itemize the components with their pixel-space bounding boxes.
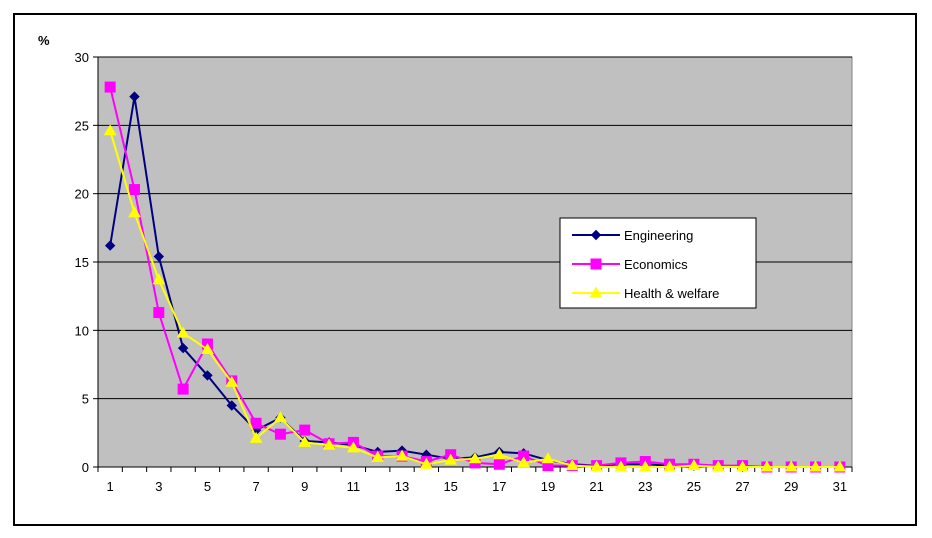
data-point-triangle <box>833 460 847 472</box>
data-point-square <box>104 81 116 93</box>
data-point-diamond <box>104 240 116 251</box>
x-tick-label: 9 <box>301 479 308 494</box>
data-point-triangle <box>736 460 749 472</box>
y-tick-label: 10 <box>75 323 89 338</box>
x-tick-labels: 1 3 5 7 9 11 13 15 17 19 21 23 25 27 29 31 <box>107 479 848 494</box>
y-tick-label: 30 <box>75 50 89 65</box>
x-tick-label: 17 <box>492 479 506 494</box>
data-point-triangle <box>589 286 603 298</box>
data-point-diamond <box>177 342 189 354</box>
x-tick-label: 13 <box>395 479 409 494</box>
x-tick-label: 21 <box>589 479 603 494</box>
data-point-square <box>274 428 286 440</box>
data-point-triangle <box>347 441 360 453</box>
data-point-triangle <box>128 206 141 218</box>
data-point-square <box>493 458 505 470</box>
series-layer <box>103 81 847 473</box>
data-point-diamond <box>153 251 165 262</box>
data-point-triangle <box>590 460 603 472</box>
data-point-triangle <box>322 438 336 450</box>
data-point-triangle <box>419 457 433 469</box>
y-tick-label: 15 <box>75 255 89 270</box>
legend-label: Engineering <box>624 228 693 243</box>
data-point-triangle <box>760 460 774 472</box>
legend-label: Health & welfare <box>624 286 719 301</box>
data-point-square <box>250 417 262 429</box>
y-axis-unit: % <box>38 33 50 48</box>
y-tick-labels: 0 5 10 15 20 25 30 <box>75 50 89 475</box>
data-point-triangle <box>711 460 725 472</box>
legend-label: Economics <box>624 257 688 272</box>
y-tick-label: 25 <box>75 118 89 133</box>
data-point-triangle <box>395 449 409 461</box>
x-tick-label: 7 <box>252 479 259 494</box>
data-point-triangle <box>103 124 117 136</box>
data-point-square <box>590 258 602 270</box>
y-tick-label: 0 <box>82 460 89 475</box>
x-tick-label: 29 <box>784 479 798 494</box>
gridlines <box>93 56 852 468</box>
data-point-triangle <box>809 460 822 472</box>
data-point-triangle <box>784 460 798 472</box>
data-point-diamond <box>226 400 237 411</box>
data-point-diamond <box>590 229 602 241</box>
legend: Engineering Economics Health & welfare <box>559 217 757 309</box>
data-point-triangle <box>152 273 166 285</box>
data-point-diamond <box>202 370 213 381</box>
x-tick-label: 23 <box>638 479 652 494</box>
data-point-triangle <box>687 459 701 471</box>
x-tick-label: 1 <box>107 479 114 494</box>
data-point-triangle <box>565 459 579 471</box>
data-point-triangle <box>249 431 263 443</box>
x-tick-label: 19 <box>541 479 555 494</box>
x-tick-label: 31 <box>833 479 847 494</box>
y-tick-label: 20 <box>75 187 89 202</box>
data-point-triangle <box>517 456 531 468</box>
data-point-square <box>128 184 140 196</box>
x-tick-label: 25 <box>687 479 701 494</box>
data-point-triangle <box>468 452 482 464</box>
data-point-triangle <box>663 460 676 472</box>
x-tick-label: 3 <box>155 479 162 494</box>
data-point-triangle <box>371 450 385 462</box>
data-point-triangle <box>444 453 458 465</box>
y-tick-label: 5 <box>82 392 89 407</box>
data-point-triangle <box>541 452 555 464</box>
data-point-triangle <box>492 448 506 460</box>
x-tick-label: 15 <box>443 479 457 494</box>
data-point-triangle <box>176 326 190 338</box>
x-tick-label: 27 <box>735 479 749 494</box>
data-point-triangle <box>225 375 239 387</box>
data-point-triangle <box>201 342 214 354</box>
data-point-triangle <box>274 411 287 423</box>
data-point-square <box>177 383 189 395</box>
series-triangle <box>103 124 847 472</box>
data-point-triangle <box>638 460 652 472</box>
x-tick-label: 5 <box>204 479 211 494</box>
data-point-triangle <box>614 460 628 472</box>
data-point-square <box>299 424 311 436</box>
data-point-diamond <box>129 91 140 102</box>
data-point-square <box>153 307 165 319</box>
data-point-triangle <box>298 435 312 447</box>
x-tick-label: 11 <box>347 479 361 494</box>
